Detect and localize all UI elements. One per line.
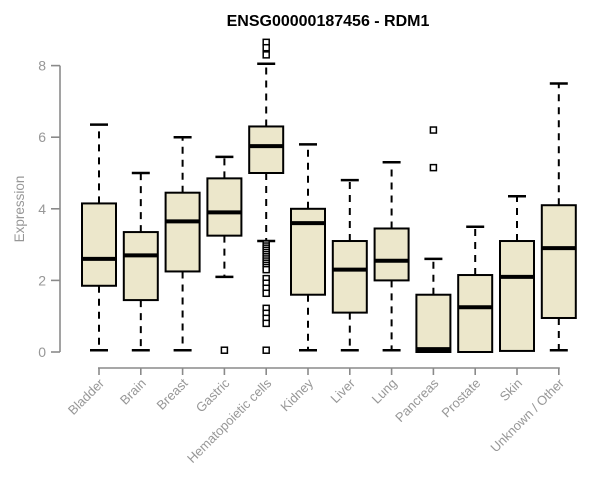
box-iqr <box>164 191 201 273</box>
box-iqr <box>415 293 452 353</box>
box-group <box>415 126 452 353</box>
x-category-label: Skin <box>497 376 525 404</box>
x-category-label: Lung <box>369 376 400 407</box>
x-category-label: Gastric <box>193 375 233 415</box>
box-group <box>499 195 535 352</box>
outlier-point <box>262 346 270 354</box>
box-iqr <box>248 125 285 174</box>
outlier-point <box>262 51 270 59</box>
x-category-label: Unknown / Other <box>487 375 567 455</box>
box-group <box>81 123 117 352</box>
y-tick-label: 6 <box>38 129 46 145</box>
box-group <box>290 143 326 352</box>
x-category-label: Kidney <box>277 375 316 414</box>
box-iqr <box>206 177 243 237</box>
box-iqr <box>540 204 577 319</box>
box-group <box>164 135 201 352</box>
box-iqr <box>457 274 494 353</box>
outlier-point <box>220 346 229 354</box>
x-category-label: Brain <box>117 376 149 408</box>
plot-area <box>81 38 577 354</box>
outlier-point <box>262 43 270 52</box>
box-iqr <box>81 202 117 287</box>
box-group <box>248 38 285 354</box>
outlier-point <box>262 319 270 328</box>
box-iqr <box>373 227 410 282</box>
x-category-label: Bladder <box>65 375 108 418</box>
box-iqr <box>331 240 368 314</box>
outlier-point <box>429 126 438 134</box>
x-category-label: Prostate <box>438 376 483 421</box>
box-group <box>373 161 410 352</box>
chart-title: ENSG00000187456 - RDM1 <box>227 13 430 30</box>
y-tick-label: 4 <box>38 201 46 217</box>
x-category-label: Pancreas <box>392 375 442 425</box>
outlier-point <box>262 289 270 298</box>
x-category-label: Liver <box>327 375 358 406</box>
y-tick-label: 0 <box>38 344 46 360</box>
y-axis-label: Expression <box>12 176 27 243</box>
y-tick-label: 8 <box>38 58 46 74</box>
y-tick-label: 2 <box>38 272 46 288</box>
box-group <box>540 82 577 352</box>
x-category-label: Breast <box>154 375 191 412</box>
box-group <box>206 155 243 354</box>
outlier-point <box>262 265 270 274</box>
outlier-point <box>429 163 438 172</box>
box-group <box>122 171 159 352</box>
box-iqr <box>499 240 535 352</box>
box-group <box>331 178 368 352</box>
box-iqr <box>122 231 159 302</box>
box-group <box>457 225 494 353</box>
